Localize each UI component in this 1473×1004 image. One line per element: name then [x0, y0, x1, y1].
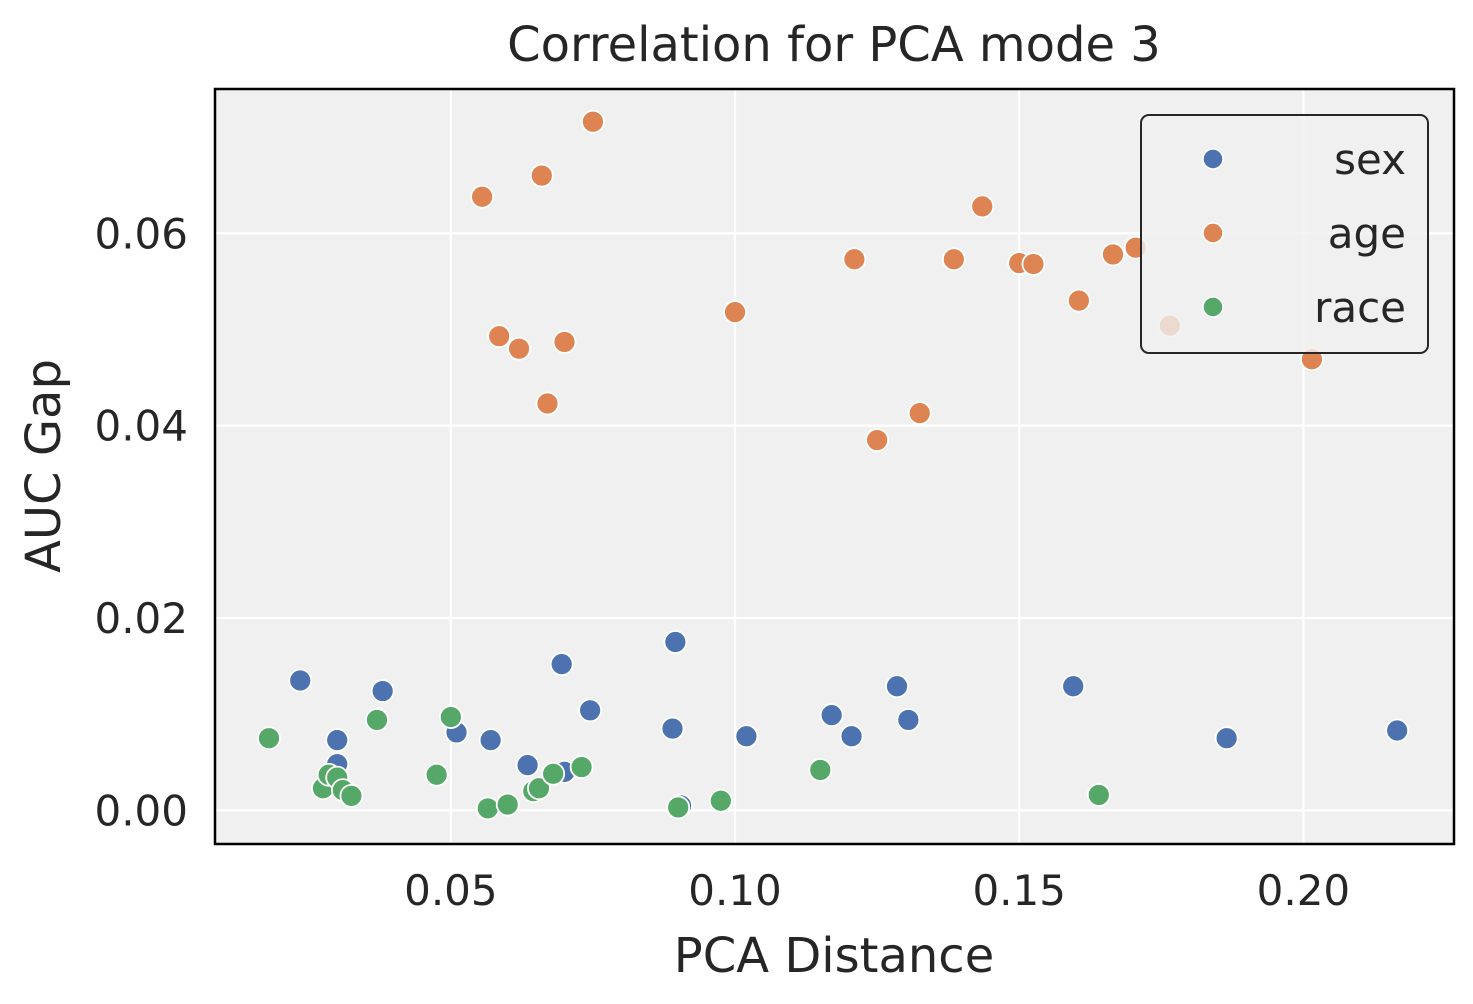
- race-point: [666, 795, 691, 820]
- plot-frame: [213, 87, 1456, 846]
- race-point: [708, 788, 733, 813]
- race-point: [438, 705, 463, 729]
- x-axis-ticks: 0.05 0.10 0.15 0.20: [404, 866, 1350, 915]
- sex-point: [660, 716, 685, 741]
- legend-box: [1140, 114, 1429, 354]
- age-point: [1101, 242, 1125, 267]
- y-tick-label: 0.06: [94, 209, 188, 258]
- legend-marker: [1202, 222, 1224, 244]
- sex-point: [578, 698, 603, 723]
- sex-point: [734, 724, 759, 749]
- y-axis-ticks: 0.00 0.02 0.04 0.06: [94, 209, 188, 835]
- legend-marker: [1202, 296, 1224, 318]
- race-point: [257, 726, 281, 751]
- age-point: [552, 330, 577, 354]
- x-tick-label: 0.05: [404, 866, 498, 915]
- x-tick-label: 0.10: [688, 866, 782, 915]
- legend-item-sex: sex: [1202, 135, 1406, 184]
- sex-point: [1214, 726, 1239, 751]
- age-point: [1021, 252, 1046, 276]
- sex-point: [370, 679, 395, 703]
- age-point: [941, 247, 966, 272]
- x-axis-title: PCA Distance: [674, 928, 994, 984]
- age-point: [1066, 288, 1091, 313]
- age-point: [865, 428, 890, 452]
- sex-point: [663, 630, 688, 654]
- data-points: [257, 109, 1410, 821]
- race-point: [339, 784, 364, 808]
- legend-label: sex: [1334, 135, 1406, 184]
- age-point: [581, 109, 605, 134]
- legend: sex age race: [1140, 114, 1429, 354]
- sex-point: [288, 668, 313, 693]
- age-point: [535, 391, 560, 416]
- legend-item-race: race: [1202, 283, 1406, 332]
- legend-items: sex age race: [1202, 135, 1406, 332]
- age-point: [970, 194, 995, 219]
- legend-label: race: [1314, 283, 1406, 332]
- chart-title: Correlation for PCA mode 3: [507, 17, 1161, 73]
- age-point: [470, 184, 495, 209]
- sex-point: [896, 708, 921, 732]
- sex-point: [1385, 718, 1410, 743]
- race-point: [365, 708, 389, 732]
- race-point: [808, 758, 833, 782]
- sex-point: [549, 652, 574, 677]
- y-tick-label: 0.00: [94, 786, 188, 835]
- sex-point: [1061, 674, 1086, 699]
- x-tick-label: 0.20: [1257, 866, 1351, 915]
- sex-point: [515, 753, 540, 778]
- legend-item-age: age: [1202, 209, 1406, 258]
- race-point: [1086, 783, 1111, 807]
- y-tick-label: 0.02: [94, 594, 188, 643]
- sex-point: [885, 674, 909, 699]
- age-point: [842, 247, 867, 272]
- y-tick-label: 0.04: [94, 402, 188, 451]
- race-point: [475, 796, 500, 821]
- age-point: [529, 163, 554, 188]
- legend-marker: [1202, 148, 1224, 170]
- race-point: [527, 776, 551, 801]
- race-point: [569, 755, 594, 779]
- y-axis-title: AUC Gap: [16, 359, 72, 573]
- race-point: [541, 761, 566, 786]
- x-tick-label: 0.15: [972, 866, 1066, 915]
- age-point: [723, 300, 747, 325]
- legend-label: age: [1328, 209, 1406, 258]
- series-sex: [288, 630, 1410, 818]
- sex-point: [325, 728, 350, 753]
- age-point: [487, 324, 512, 349]
- age-point: [907, 401, 932, 426]
- series-race: [257, 705, 1111, 821]
- sex-point: [478, 728, 503, 753]
- race-point: [495, 792, 520, 817]
- age-point: [507, 336, 531, 361]
- sex-point: [839, 724, 864, 749]
- sex-point: [819, 703, 844, 728]
- race-point: [424, 762, 449, 787]
